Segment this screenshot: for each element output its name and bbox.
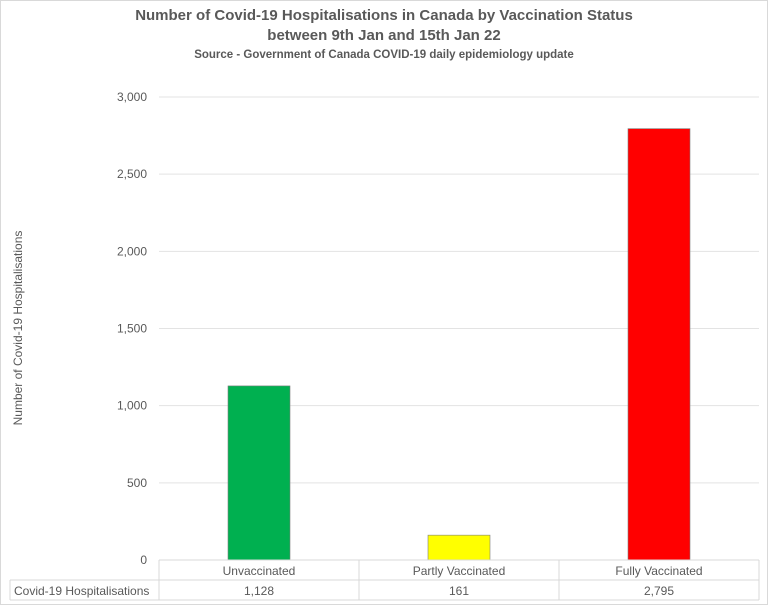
x-category-label: Fully Vaccinated — [615, 564, 702, 578]
bar-fully-vaccinated — [627, 128, 691, 561]
x-category-label: Unvaccinated — [223, 564, 296, 578]
table-series-name: Covid-19 Hospitalisations — [14, 584, 149, 598]
chart-title-block: Number of Covid-19 Hospitalisations in C… — [0, 6, 768, 64]
chart-title-line2: between 9th Jan and 15th Jan 22 — [267, 27, 501, 44]
x-category-label: Partly Vaccinated — [413, 564, 506, 578]
chart-title: Number of Covid-19 Hospitalisations in C… — [135, 7, 633, 24]
y-tick-label: 0 — [140, 553, 147, 567]
table-value-cell: 161 — [449, 584, 469, 598]
chart-subtitle: Source - Government of Canada COVID-19 d… — [194, 49, 574, 61]
y-tick-label: 1,000 — [117, 399, 147, 413]
bar-partly-vaccinated — [427, 534, 491, 561]
table-value-cell: 1,128 — [244, 584, 274, 598]
y-tick-label: 2,000 — [117, 244, 147, 258]
table-value-cell: 2,795 — [644, 584, 674, 598]
y-tick-label: 2,500 — [117, 167, 147, 181]
y-tick-label: 500 — [127, 476, 147, 490]
y-tick-label: 3,000 — [117, 90, 147, 104]
y-tick-label: 1,500 — [117, 322, 147, 336]
bar-unvaccinated — [227, 385, 291, 561]
